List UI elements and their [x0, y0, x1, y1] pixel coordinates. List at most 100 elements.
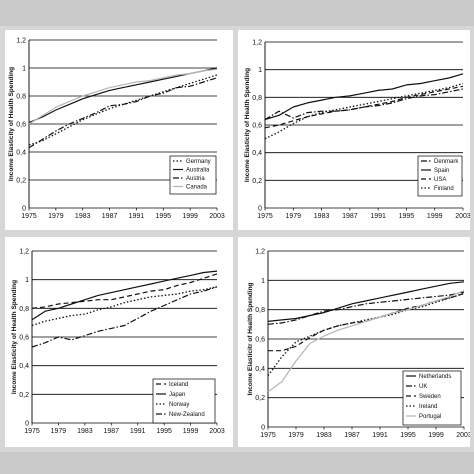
y-tick-label: 0,8 — [16, 94, 26, 101]
x-tick-label: 1995 — [399, 213, 415, 220]
y-axis-label: Income Elasticity of Health Spending — [8, 67, 15, 181]
y-tick-label: 1 — [22, 66, 26, 73]
y-tick-label: 0,4 — [255, 366, 265, 373]
series-line-austria — [28, 77, 218, 149]
x-tick-label: 1979 — [48, 213, 64, 220]
y-tick-label: 0,2 — [255, 395, 265, 402]
y-tick-label: 0 — [25, 421, 29, 428]
legend-label: Denmark — [434, 159, 459, 165]
legend-label: Ireland — [419, 404, 437, 410]
x-tick-label: 1999 — [182, 213, 198, 220]
x-tick-label: 1991 — [130, 428, 146, 435]
y-tick-label: 0,2 — [252, 178, 262, 185]
x-tick-label: 1975 — [21, 213, 37, 220]
series-line-japan — [31, 270, 218, 321]
series-line-canada — [28, 68, 218, 125]
series-line-netherlands — [267, 281, 465, 322]
series-line-portugal — [267, 290, 465, 393]
y-tick-label: 1 — [258, 67, 262, 74]
x-tick-label: 2003 — [455, 213, 470, 220]
y-tick-label: 0,8 — [19, 306, 29, 313]
y-tick-label: 1,2 — [252, 40, 262, 47]
legend-label: Sweden — [419, 394, 441, 400]
legend-label: Iceland — [169, 382, 188, 388]
legend-label: Norway — [169, 402, 189, 408]
y-axis-label: Income Elasticity of Health Spending — [244, 68, 251, 182]
chart-bottom-right: 0 0,2 0,4 0,6 0,8 1 1,2 1975 1979 1983 1987 1991 199… — [247, 249, 470, 440]
x-tick-label: 1987 — [103, 428, 119, 435]
chart-panel-top-left: 0 0,2 0,4 0,6 0,8 1 1,2 1975 1979 1983 1987 1991 199… — [5, 30, 233, 230]
legend — [169, 155, 217, 195]
legend-label: Australia — [186, 168, 210, 174]
y-tick-label: 0,8 — [255, 307, 265, 314]
y-tick-label: 0 — [261, 425, 265, 432]
x-tick-label: 1975 — [260, 432, 276, 439]
legend-label: Spain — [434, 168, 449, 174]
series-line-denmark — [264, 88, 464, 121]
y-axis-label: Income Elasticity of Health Spending — [11, 280, 18, 394]
y-tick-label: 0,4 — [19, 363, 29, 370]
x-tick-label: 1991 — [370, 213, 386, 220]
chart-top-left: 0 0,2 0,4 0,6 0,8 1 1,2 1975 1979 1983 1987 1991 199… — [8, 38, 225, 221]
series-line-norway — [31, 286, 218, 327]
series-line-sweden — [268, 292, 465, 352]
x-tick-label: 1991 — [129, 213, 145, 220]
x-tick-label: 1987 — [344, 432, 360, 439]
y-tick-label: 0,6 — [252, 123, 262, 130]
x-tick-label: 1987 — [102, 213, 118, 220]
series-line-new-zealand — [31, 286, 218, 348]
series-line-spain — [264, 73, 464, 121]
x-tick-label: 2003 — [209, 428, 225, 435]
y-tick-label: 0,4 — [252, 150, 262, 157]
chart-panel-top-right: 0 0,2 0,4 0,6 0,8 1 1,2 1975 1979 1983 1987 1991 199… — [238, 30, 470, 230]
y-tick-label: 0,2 — [19, 392, 29, 399]
chart-top-right: 0 0,2 0,4 0,6 0,8 1 1,2 1975 1979 1983 1987 1991 199… — [244, 40, 470, 221]
x-tick-label: 1999 — [428, 432, 444, 439]
y-tick-label: 0 — [22, 206, 26, 213]
chart-panel-bottom-right: 0 0,2 0,4 0,6 0,8 1 1,2 1975 1979 1983 1987 1991 199… — [238, 237, 470, 447]
legend-label: New-Zealand — [169, 412, 205, 418]
x-tick-label: 1991 — [372, 432, 388, 439]
legend-label: USA — [434, 177, 446, 183]
series-line-australia — [28, 67, 218, 124]
y-tick-label: 0,6 — [19, 335, 29, 342]
y-tick-label: 0,2 — [16, 178, 26, 185]
series-line-ireland — [267, 292, 465, 377]
x-tick-label: 1983 — [316, 432, 332, 439]
legend-label: Canada — [186, 185, 208, 191]
top-band — [0, 0, 474, 26]
x-tick-label: 2003 — [456, 432, 470, 439]
series-line-finland — [264, 82, 464, 140]
x-tick-label: 1995 — [156, 428, 172, 435]
series-line-iceland — [31, 273, 218, 309]
x-tick-label: 1975 — [257, 213, 273, 220]
legend-label: Japan — [169, 392, 185, 398]
y-tick-label: 1 — [261, 278, 265, 285]
x-tick-label: 1975 — [24, 428, 40, 435]
x-tick-label: 1983 — [77, 428, 93, 435]
legend-label: Austria — [186, 176, 205, 182]
x-tick-label: 1983 — [75, 213, 91, 220]
legend-label: Finland — [434, 186, 454, 192]
legend-label: Netherlands — [419, 374, 451, 380]
x-tick-label: 1999 — [427, 213, 443, 220]
y-tick-label: 0,8 — [252, 95, 262, 102]
bottom-band — [0, 452, 474, 474]
legend-label: Portugal — [419, 414, 441, 420]
legend — [152, 378, 216, 424]
x-tick-label: 1987 — [342, 213, 358, 220]
y-tick-label: 0,6 — [255, 337, 265, 344]
y-tick-label: 1,2 — [16, 38, 26, 45]
x-tick-label: 1999 — [183, 428, 199, 435]
x-tick-label: 1983 — [314, 213, 330, 220]
legend — [417, 155, 463, 197]
y-tick-label: 1,2 — [255, 249, 265, 256]
y-tick-label: 1 — [25, 277, 29, 284]
x-tick-label: 1979 — [288, 432, 304, 439]
legend-label: Germany — [186, 159, 211, 165]
y-axis-label: Income Elasticitr of Health Spending — [247, 282, 254, 395]
x-tick-label: 1995 — [155, 213, 171, 220]
x-tick-label: 1979 — [285, 213, 301, 220]
y-tick-label: 0 — [258, 206, 262, 213]
x-tick-label: 1979 — [51, 428, 67, 435]
